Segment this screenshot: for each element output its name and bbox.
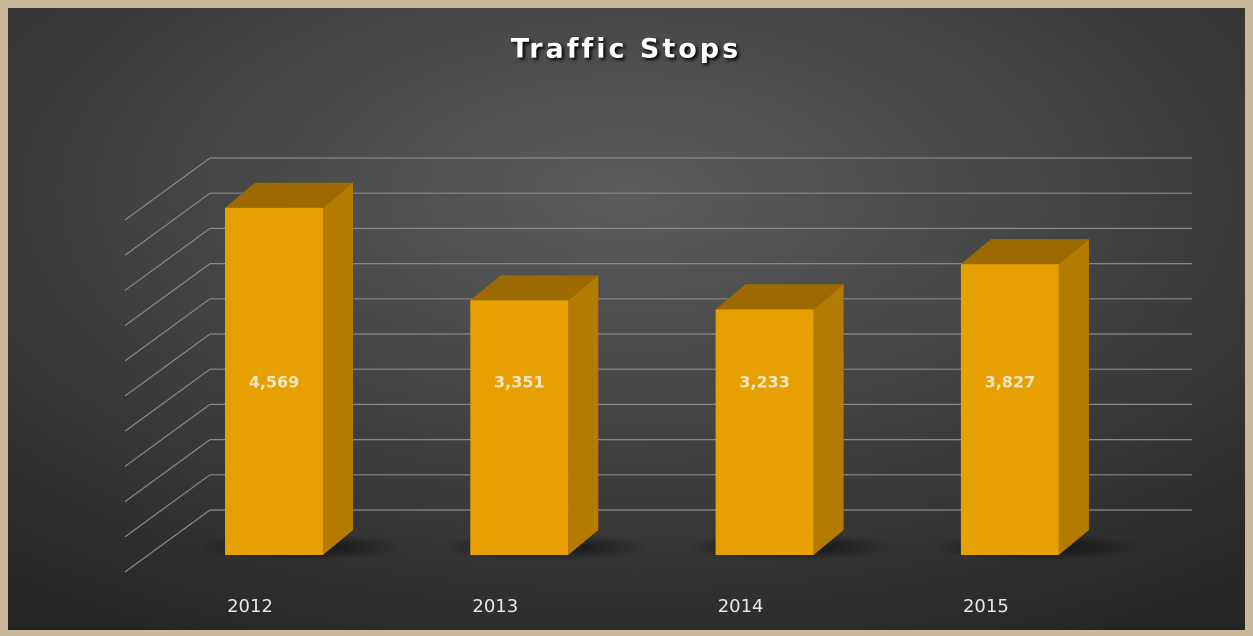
- grid-line: [124, 192, 211, 256]
- bar: [960, 264, 1059, 555]
- bar-top: [960, 239, 1089, 265]
- bar-side: [323, 182, 353, 556]
- bar-side: [568, 275, 599, 555]
- grid-line: [124, 509, 211, 573]
- x-tick-label: 2015: [963, 596, 1009, 617]
- grid-line: [124, 298, 211, 362]
- bar: [225, 207, 323, 556]
- bar-side: [1058, 239, 1089, 555]
- x-tick-label: 2012: [227, 596, 273, 617]
- chart-title: Traffic Stops: [511, 34, 741, 65]
- grid-line: [124, 333, 211, 397]
- grid-line: [124, 403, 211, 467]
- grid-line: [124, 474, 211, 538]
- grid-line: [124, 439, 211, 503]
- x-tick-label: 2013: [472, 596, 518, 617]
- bar-top: [225, 182, 353, 208]
- grid-line: [124, 263, 211, 327]
- x-tick-label: 2014: [718, 596, 764, 617]
- bar-side: [813, 284, 844, 555]
- grid-line: [124, 368, 211, 432]
- bar-top: [715, 284, 844, 310]
- data-label: 3,827: [985, 373, 1036, 392]
- data-label: 4,569: [249, 373, 300, 392]
- bar-top: [470, 275, 599, 301]
- bar: [470, 300, 569, 555]
- bar: [715, 309, 814, 555]
- data-label: 3,233: [739, 373, 790, 392]
- bars: 4,569 2012 3,351 2013 3,233 2014 3,827 2015: [195, 182, 1141, 617]
- grid-line: [124, 227, 211, 291]
- data-label: 3,351: [494, 373, 545, 392]
- grid-line: [124, 157, 211, 221]
